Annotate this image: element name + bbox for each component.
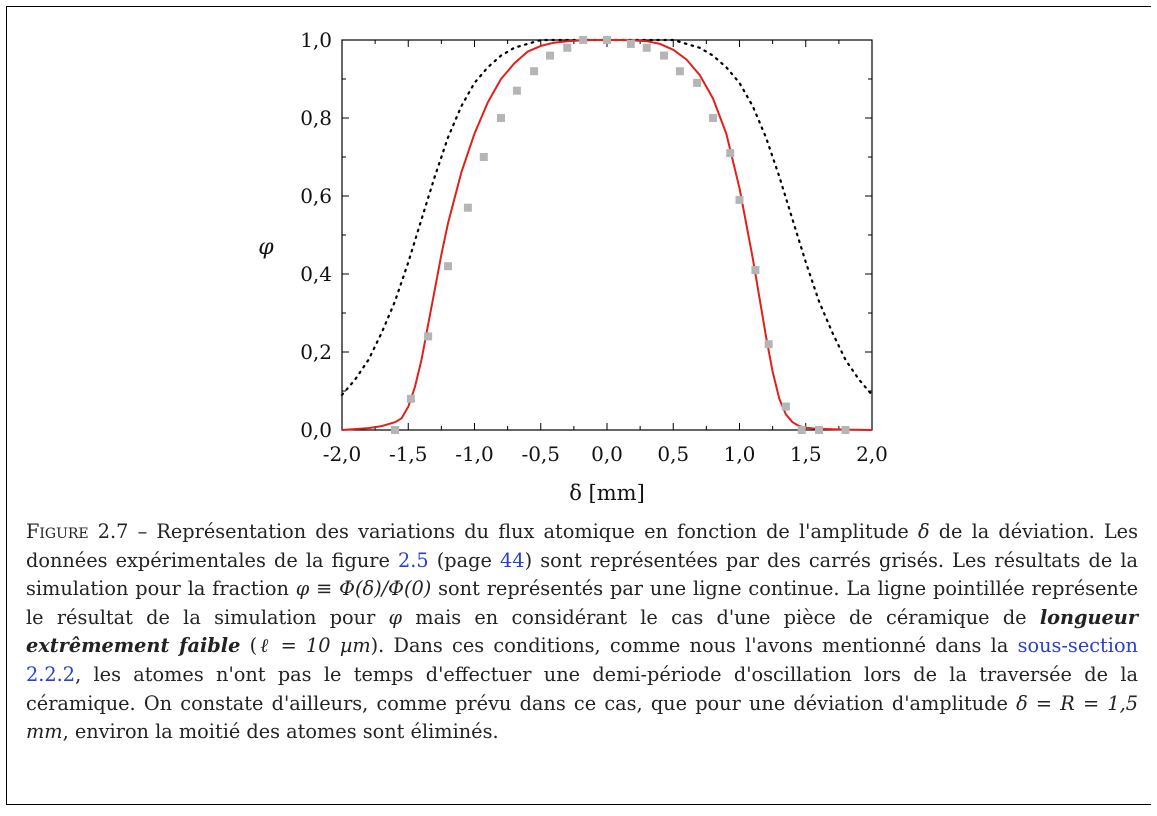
figure-frame <box>6 6 1151 804</box>
data-point-marker <box>406 394 415 403</box>
data-point-marker <box>530 67 539 76</box>
data-point-marker <box>391 426 399 434</box>
data-point-marker <box>444 262 452 271</box>
data-point-marker <box>603 36 611 44</box>
x-tick-label: 1,0 <box>724 442 756 466</box>
caption-formula: φ ≡ Φ(δ)/Φ(0) <box>295 577 432 601</box>
x-tick-label: -2,0 <box>323 442 362 466</box>
link-page-44[interactable]: 44 <box>500 548 525 572</box>
data-point-marker <box>497 114 505 122</box>
data-point-marker <box>815 426 823 434</box>
axes <box>341 39 873 431</box>
x-axis-label: δ [mm] <box>569 481 645 504</box>
bottom-rule <box>6 804 1151 805</box>
caption-text-8: ). Dans ces conditions, comme nous l'avo… <box>370 634 1018 658</box>
data-point-marker <box>781 402 790 411</box>
caption-emphasis: longueur extrêmement faible <box>26 605 1138 658</box>
y-tick-label: 0,0 <box>300 418 332 442</box>
link-subsection-2-2-2[interactable]: sous-section 2.2.2 <box>26 634 1138 686</box>
data-point-marker <box>563 43 572 52</box>
data-point-marker <box>424 332 433 341</box>
x-tick-label: -0,5 <box>521 442 560 466</box>
caption-length-value: ℓ = 10 µm <box>257 634 371 658</box>
caption-text-4: ) sont représentées par des carrés grisé… <box>26 548 1139 601</box>
y-tick-label: 0,6 <box>300 184 332 208</box>
caption-text-2: de la déviation. Les données expérimenta… <box>26 520 1138 572</box>
data-point-marker <box>546 51 555 60</box>
figure-caption: Figure 2.7 – Représentation des variatio… <box>26 518 1138 747</box>
data-point-marker <box>659 51 668 60</box>
x-tick-label: -1,0 <box>455 442 494 466</box>
caption-text-5: sont représentés par une ligne continue.… <box>26 577 1138 629</box>
plot-frame <box>341 39 873 431</box>
caption-text-6: mais en considérant le cas d'une pièce d… <box>402 605 1040 629</box>
dotted-simulation-line <box>340 38 874 396</box>
y-tick-label: 0,4 <box>300 262 332 286</box>
x-tick-label: 0,0 <box>591 442 623 466</box>
caption-text-7: ( <box>240 634 258 658</box>
x-tick-label: 1,5 <box>790 442 822 466</box>
caption-delta-symbol: δ <box>917 520 930 543</box>
y-tick-label: 0,8 <box>300 106 332 130</box>
x-tick-label: 0,5 <box>657 442 689 466</box>
data-point-marker <box>764 340 773 349</box>
x-tick-label: -1,5 <box>389 442 428 466</box>
caption-text-1: Représentation des variations du flux at… <box>156 520 918 543</box>
caption-separator: – <box>128 520 157 543</box>
data-point-marker <box>841 426 850 434</box>
y-axis-label: φ <box>258 235 274 260</box>
y-tick-label: 0,2 <box>300 340 332 364</box>
y-tick-label: 1,0 <box>300 28 332 52</box>
solid-simulation-line <box>341 39 873 431</box>
data-point-marker <box>726 149 735 158</box>
data-point-marker <box>463 203 472 212</box>
chart: -2,0 -1,5 -1,0 -0,5 0,0 0,5 1,0 1,5 2,0 0,0 0,2 0,4… <box>258 28 888 504</box>
data-point-marker <box>797 426 806 434</box>
caption-text-3: (page <box>428 548 501 572</box>
x-tick-label: 2,0 <box>856 442 888 466</box>
data-point-marker <box>479 153 488 161</box>
data-point-marker <box>709 114 717 122</box>
data-point-marker <box>642 43 651 52</box>
ticks: -2,0 -1,5 -1,0 -0,5 0,0 0,5 1,0 1,5 2,0 0,0 0,2 0,4… <box>300 28 888 466</box>
data-point-marker <box>675 67 684 76</box>
series-layer <box>340 36 874 434</box>
caption-deviation-value: δ = R = 1,5 mm <box>26 691 1138 744</box>
data-point-marker <box>579 36 588 44</box>
data-point-marker <box>626 39 635 48</box>
link-figure-2-5[interactable]: 2.5 <box>398 548 429 572</box>
caption-text-9: , les atomes n'ont pas le temps d'effect… <box>26 662 1138 715</box>
data-point-marker <box>751 266 760 275</box>
data-point-marker <box>735 195 744 204</box>
caption-phi-symbol: φ <box>388 605 403 629</box>
caption-text-10: , environ la moitié des atomes sont élim… <box>62 720 499 744</box>
data-point-marker <box>512 86 521 95</box>
data-point-marker <box>693 78 702 87</box>
caption-label: Figure 2.7 <box>26 520 129 543</box>
